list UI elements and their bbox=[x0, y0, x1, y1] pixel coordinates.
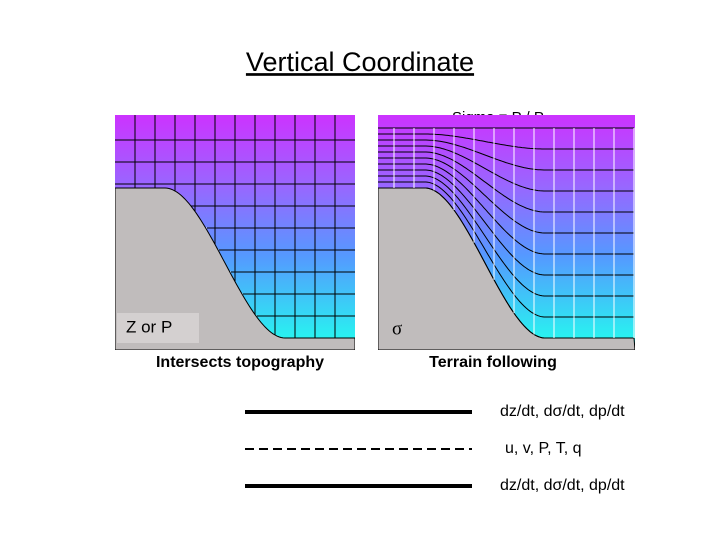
panel-label: σ bbox=[392, 318, 402, 339]
sigma-line bbox=[378, 139, 634, 171]
sigma-line bbox=[378, 175, 634, 297]
panel-caption: Terrain following bbox=[429, 354, 557, 371]
sigma-line bbox=[378, 157, 634, 234]
panel-caption: Intersects topography bbox=[156, 354, 324, 371]
levels: dz/dt, dσ/dt, dp/dt u, v, P, T, q dz/dt, d… bbox=[245, 403, 625, 494]
z-grid bbox=[115, 115, 355, 350]
sigma-line bbox=[378, 187, 634, 339]
panel-label: Z or P bbox=[126, 317, 172, 336]
sigma-grid bbox=[378, 127, 635, 350]
sigma-line bbox=[378, 133, 634, 150]
topography bbox=[115, 187, 355, 350]
sigma-line bbox=[378, 163, 634, 255]
sigma-line bbox=[378, 151, 634, 213]
sigma-line bbox=[378, 181, 634, 318]
sigma-line bbox=[378, 145, 634, 192]
label-box bbox=[117, 313, 199, 343]
level-label: dz/dt, dσ/dt, dp/dt bbox=[500, 477, 625, 494]
level-label: u, v, P, T, q bbox=[505, 440, 582, 457]
title: Vertical Coordinate bbox=[246, 47, 474, 77]
level-label: dz/dt, dσ/dt, dp/dt bbox=[500, 403, 625, 420]
sigma-line bbox=[378, 169, 634, 276]
